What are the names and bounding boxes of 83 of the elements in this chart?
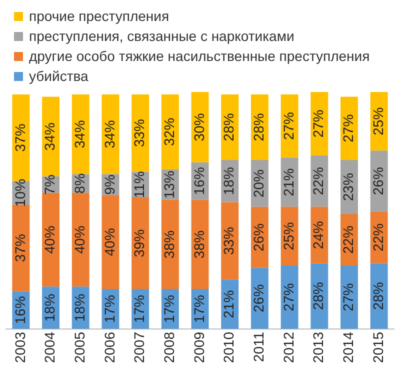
data-label: 28% [220,113,237,142]
data-label: 23% [340,172,356,201]
bar [340,96,358,160]
data-label: 28% [250,113,267,142]
x-tick-label: 2014 [340,332,356,364]
data-label: 32% [161,118,178,146]
data-label: 26% [250,284,267,312]
data-label: 28% [310,282,326,310]
data-label: 34% [71,120,88,148]
legend-label: убийства [28,67,90,86]
data-label: 28% [370,282,386,310]
data-label: 9% [101,174,118,195]
data-label: 33% [131,119,148,148]
data-label: 7% [42,174,58,195]
data-label: 11% [131,171,148,198]
data-label: 34% [101,120,118,148]
data-label: 26% [250,223,267,252]
data-label: 34% [42,122,58,151]
data-label: 25% [280,222,296,250]
data-label: 40% [71,226,88,254]
data-label: 40% [42,226,58,254]
data-label: 22% [340,226,356,254]
data-label: 27% [340,114,356,142]
data-label: 40% [101,228,118,256]
data-label: 27% [340,283,356,312]
data-label: 38% [161,230,178,258]
x-tick-label: 2004 [42,332,58,364]
data-label: 17% [101,294,118,323]
data-label: 30% [190,113,207,142]
bar [310,92,328,156]
bar [161,94,179,170]
bar [42,96,60,176]
data-label: 27% [280,283,296,312]
bar [42,192,60,287]
bar [161,200,179,289]
data-label: 24% [310,221,326,250]
x-tick-label: 2005 [71,332,88,364]
legend-label: другие особо тяжкие насильственные преступления [28,47,371,66]
data-label: 27% [310,110,326,138]
bar [132,94,150,172]
x-tick-label: 2011 [250,332,267,362]
x-tick-label: 2008 [161,332,178,364]
data-label: 25% [370,107,386,136]
data-label: 33% [220,226,237,255]
bar [72,94,90,174]
data-label: 37% [12,124,28,152]
data-label: 13% [161,170,178,199]
bar [102,195,120,289]
data-label: 26% [370,167,386,196]
data-label: 22% [310,167,326,196]
data-label: 8% [71,173,88,194]
bar [102,94,120,174]
legend-label: преступления, связанные с наркотиками [28,27,296,46]
data-label: 16% [190,167,207,196]
x-tick-label: 2006 [101,332,118,364]
data-label: 39% [131,229,148,258]
x-tick-label: 2007 [131,332,148,364]
data-label: 21% [220,290,237,318]
data-label: 38% [190,230,207,258]
bar [132,198,150,289]
data-label: 21% [280,168,296,196]
data-label: 27% [280,112,296,140]
data-label: 16% [12,296,28,324]
x-tick-label: 2012 [280,332,296,364]
bar [221,202,239,280]
data-label: 18% [220,167,237,196]
data-label: 10% [12,178,28,207]
bar [72,192,90,287]
data-label: 17% [131,294,148,323]
x-tick-label: 2003 [12,332,28,364]
data-label: 22% [370,223,386,252]
data-label: 37% [12,234,28,262]
data-label: 20% [250,169,267,198]
bar [12,204,30,292]
x-tick-label: 2013 [310,332,326,364]
data-label: 18% [42,294,58,322]
x-tick-label: 2009 [190,332,207,364]
data-label: 17% [161,294,178,323]
x-tick-label: 2015 [370,332,386,364]
x-tick-label: 2010 [220,332,237,364]
data-label: 18% [71,294,88,322]
data-label: 17% [190,294,207,323]
legend-label: прочие преступления [28,7,170,26]
